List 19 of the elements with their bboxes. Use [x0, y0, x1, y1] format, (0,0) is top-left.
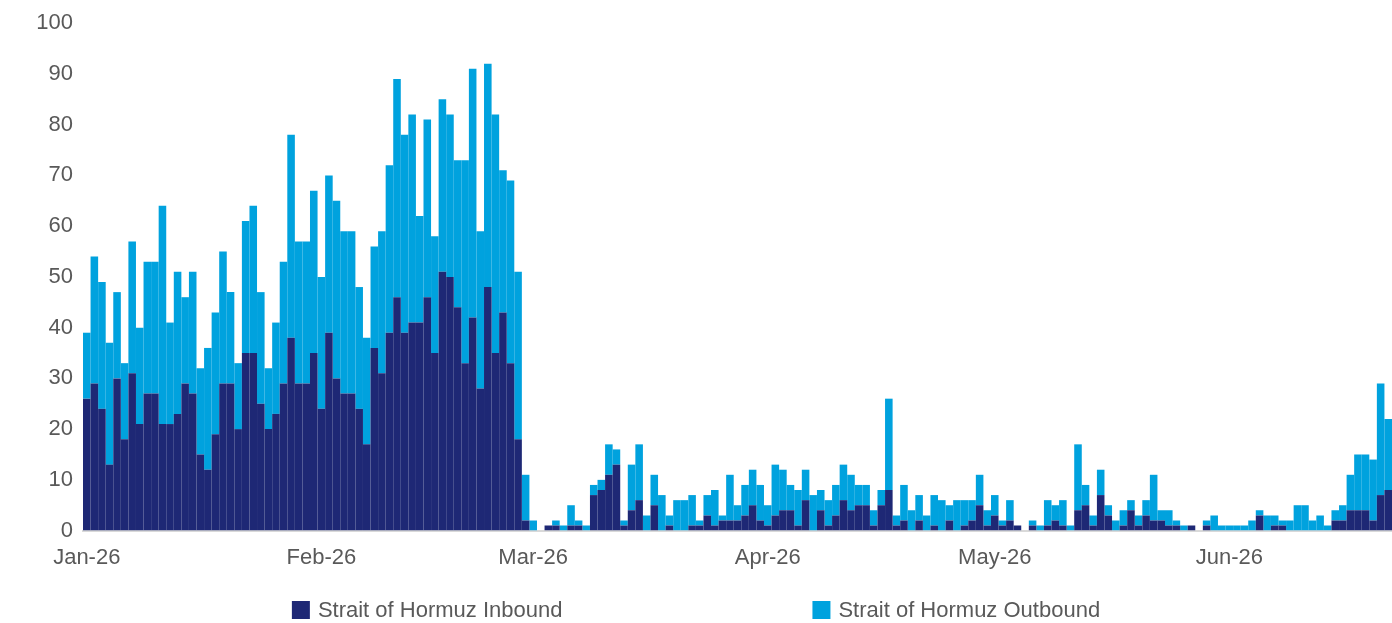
y-tick-label: 30	[48, 364, 73, 390]
y-tick-label: 60	[48, 212, 73, 238]
y-tick-label: 10	[48, 465, 73, 491]
legend-label: Strait of Hormuz Inbound	[317, 597, 563, 623]
x-tick-label: Mar-26	[498, 543, 569, 569]
x-tick-label: May-26	[958, 543, 1032, 569]
y-tick-label: 80	[48, 110, 73, 136]
x-tick-label: Feb-26	[286, 543, 357, 569]
x-tick-label: Apr-26	[734, 543, 801, 569]
x-tick-label: Jan-26	[53, 543, 121, 569]
x-tick-label: Jun-26	[1195, 543, 1263, 569]
y-tick-label: 100	[36, 9, 73, 35]
y-tick-label: 0	[60, 516, 73, 542]
y-tick-label: 70	[48, 161, 73, 187]
legend-label: Strait of Hormuz Outbound	[838, 597, 1101, 623]
y-tick-label: 40	[48, 313, 73, 339]
y-tick-label: 50	[48, 262, 73, 288]
y-tick-label: 90	[48, 60, 73, 85]
y-tick-label: 20	[48, 415, 73, 441]
